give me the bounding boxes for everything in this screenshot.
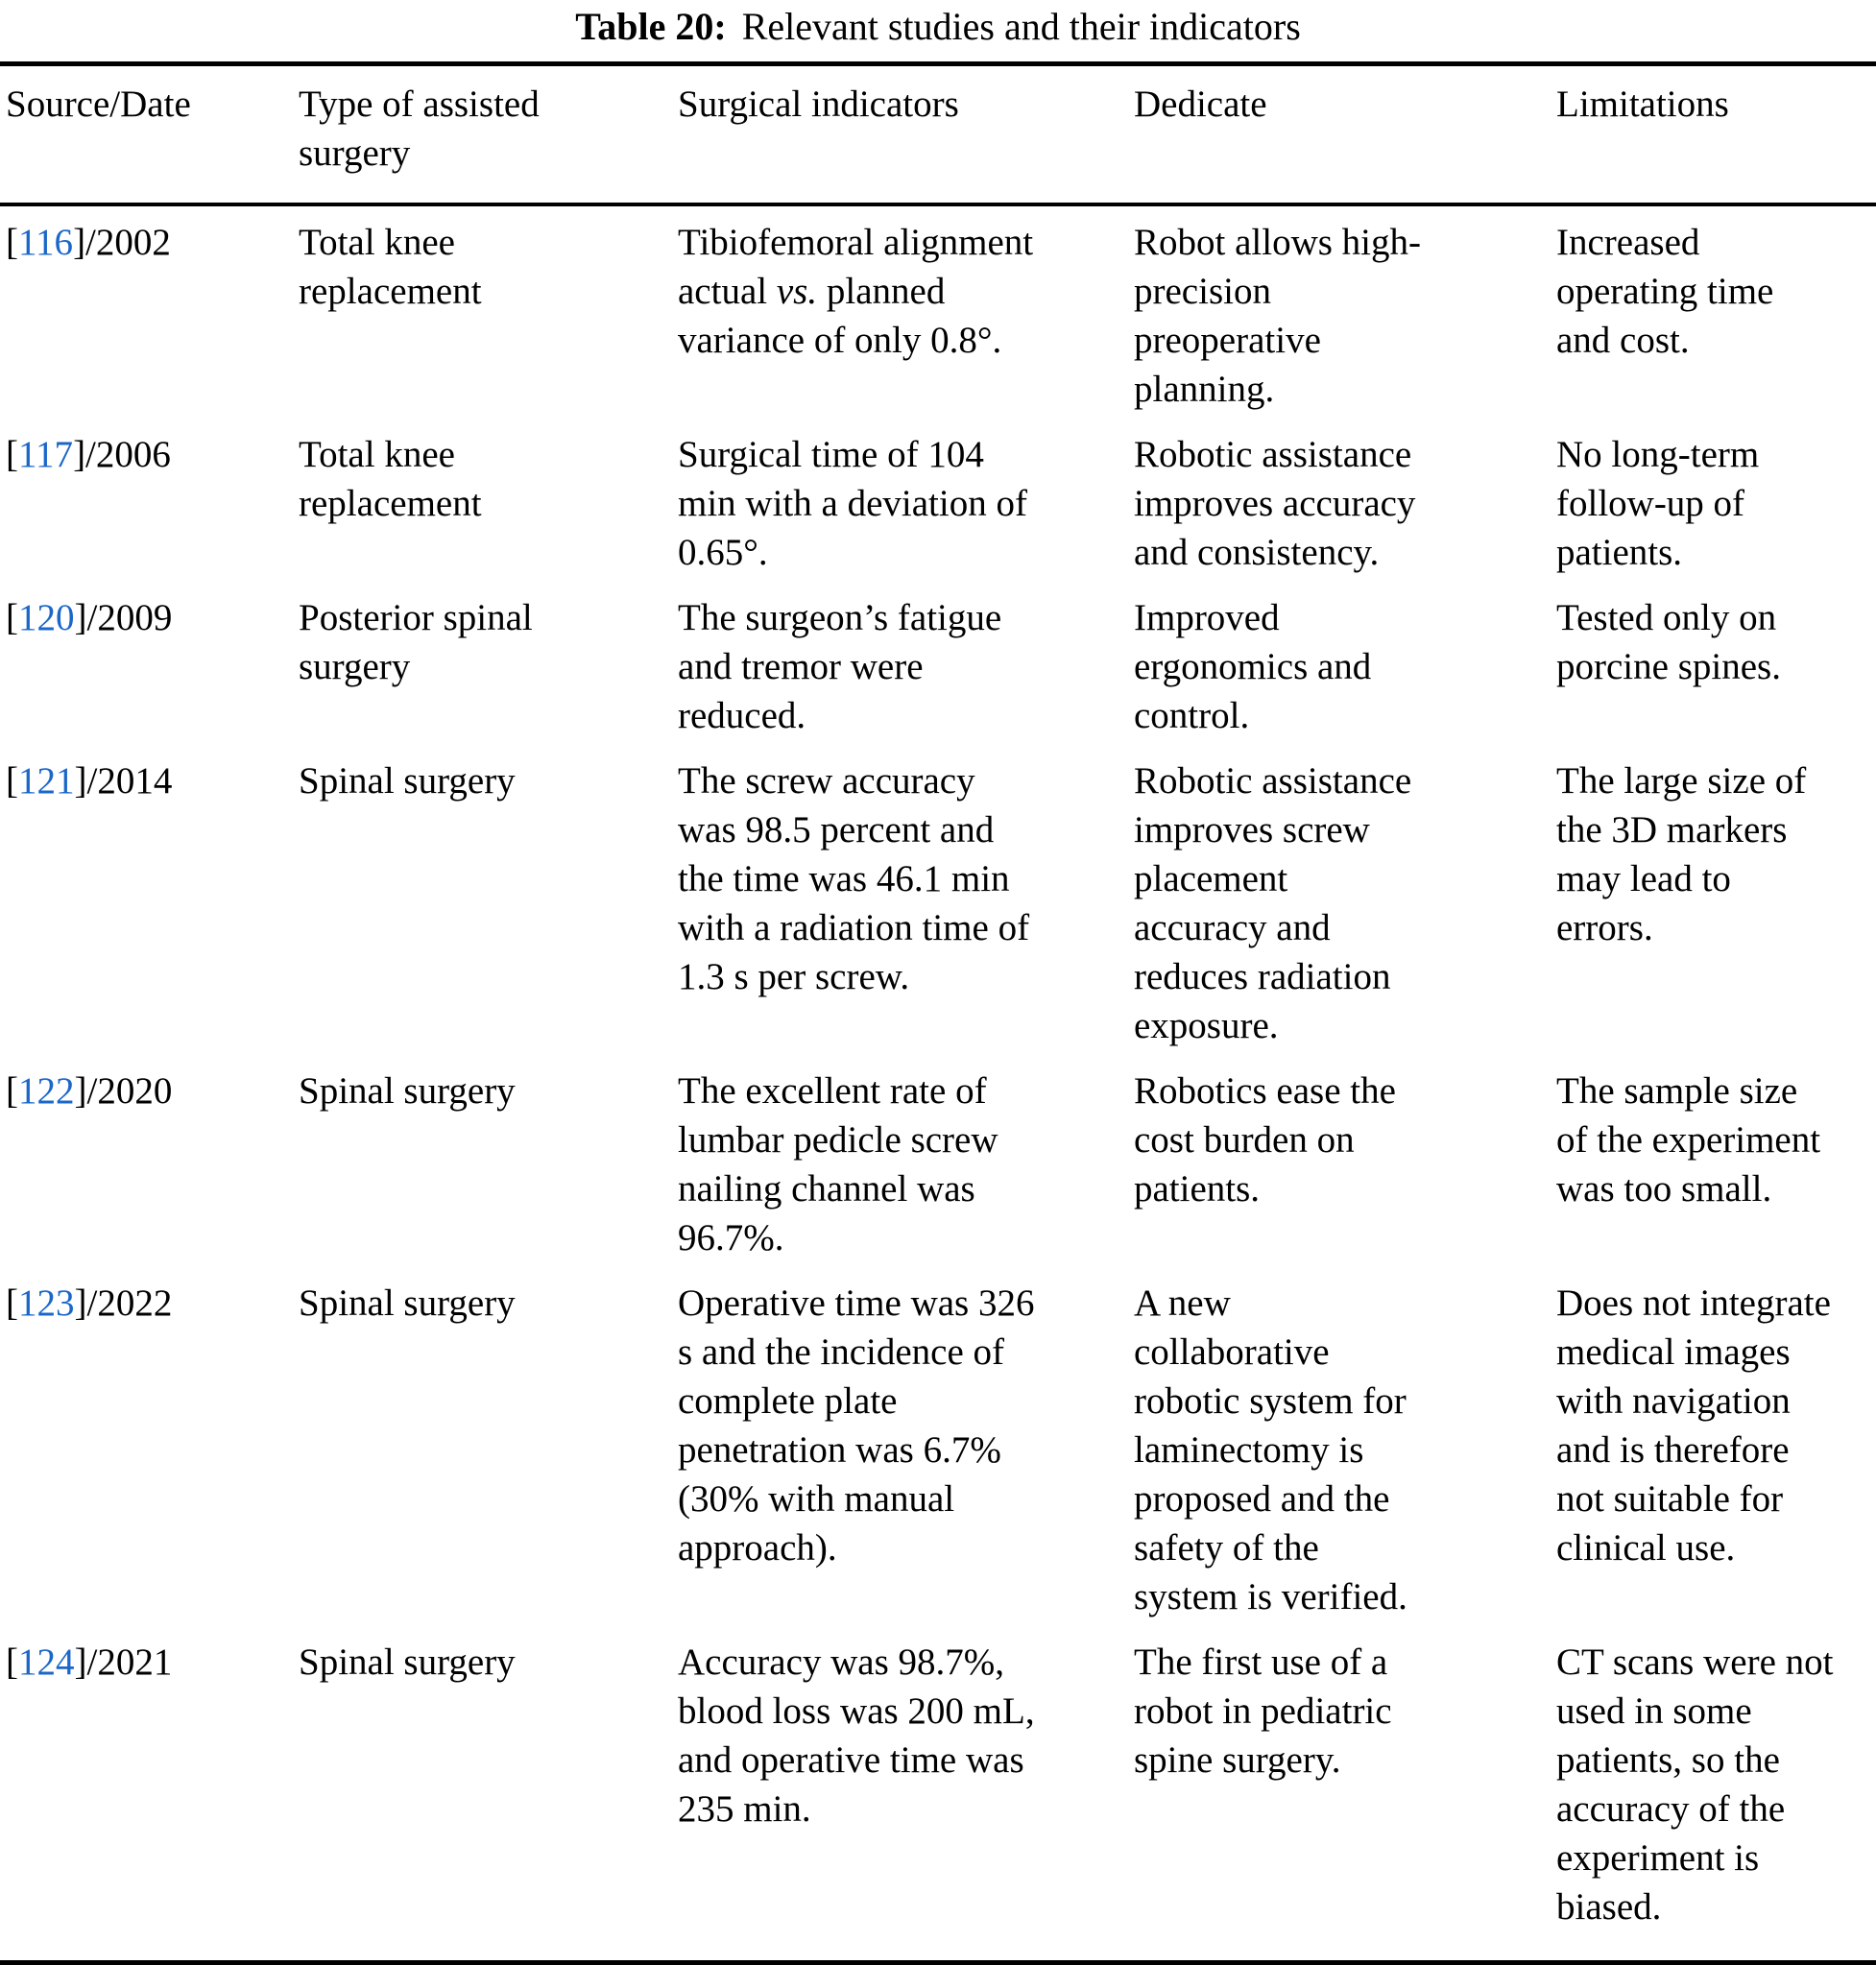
- table-row: [122]/2020 Spinal surgery The excellent …: [0, 1066, 1876, 1278]
- dedicate-cell: Robotic assistance improves screw placem…: [1134, 760, 1412, 1046]
- table-row: [116]/2002 Total knee replacement Tibiof…: [0, 204, 1876, 429]
- table-caption-label: Table 20:: [575, 5, 727, 48]
- table-row: [121]/2014 Spinal surgery The screw accu…: [0, 755, 1876, 1066]
- source-date-cell: [122]/2020: [0, 1066, 298, 1278]
- limitations-cell: No long-term follow-up of patients.: [1556, 434, 1760, 573]
- citation-link[interactable]: 124: [18, 1641, 75, 1683]
- citation-bracket: [: [6, 760, 18, 802]
- table-row: [123]/2022 Spinal surgery Operative time…: [0, 1278, 1876, 1637]
- citation-bracket: [: [6, 1641, 18, 1683]
- dedicate-cell: Improved ergonomics and control.: [1134, 597, 1372, 736]
- source-date-cell: [116]/2002: [0, 204, 298, 429]
- citation-link[interactable]: 123: [18, 1282, 75, 1324]
- surgery-type-cell: Spinal surgery: [299, 760, 516, 802]
- citation-bracket: [: [6, 1070, 18, 1112]
- surgery-type-cell: Total knee replacement: [299, 434, 482, 524]
- table-caption: Table 20: Relevant studies and their indi…: [0, 0, 1876, 50]
- source-date-text: ]/2014: [74, 760, 173, 802]
- limitations-cell: Tested only on porcine spines.: [1556, 597, 1781, 687]
- surgical-indicators-cell: The surgeon’s fatigue and tremor were re…: [678, 597, 1002, 736]
- source-date-cell: [121]/2014: [0, 755, 298, 1066]
- limitations-cell: The sample size of the experiment was to…: [1556, 1070, 1821, 1210]
- studies-table: Source/Date Type of assisted surgery Sur…: [0, 61, 1876, 1965]
- limitations-cell: The large size of the 3D markers may lea…: [1556, 760, 1807, 948]
- col-header-surgical-indicators: Surgical indicators: [677, 63, 1133, 206]
- surgery-type-cell: Spinal surgery: [299, 1641, 516, 1683]
- surgery-type-cell: Total knee replacement: [299, 222, 482, 312]
- citation-bracket: [: [6, 434, 18, 475]
- citation-link[interactable]: 121: [18, 760, 75, 802]
- italic-vs: vs.: [776, 271, 818, 312]
- source-date-cell: [120]/2009: [0, 592, 298, 755]
- surgical-indicators-cell: Operative time was 326 s and the inciden…: [678, 1282, 1035, 1569]
- table-caption-text: Relevant studies and their indicators: [741, 5, 1301, 48]
- citation-link[interactable]: 117: [18, 434, 74, 475]
- citation-link[interactable]: 116: [18, 222, 74, 263]
- surgical-indicators-cell: Tibiofemoral alignment actual vs. planne…: [678, 222, 1034, 361]
- col-header-surgery-type: Type of assisted surgery: [298, 63, 677, 206]
- table-row: [117]/2006 Total knee replacement Surgic…: [0, 429, 1876, 592]
- source-date-text: ]/2002: [73, 222, 171, 263]
- dedicate-cell: The first use of a robot in pediatric sp…: [1134, 1641, 1392, 1781]
- dedicate-cell: Robotics ease the cost burden on patient…: [1134, 1070, 1396, 1210]
- source-date-text: ]/2022: [74, 1282, 173, 1324]
- col-header-dedicate: Dedicate: [1133, 63, 1555, 206]
- dedicate-cell: Robotic assistance improves accuracy and…: [1134, 434, 1416, 573]
- limitations-cell: Does not integrate medical images with n…: [1556, 1282, 1831, 1569]
- table-row: [124]/2021 Spinal surgery Accuracy was 9…: [0, 1637, 1876, 1963]
- table-row: [120]/2009 Posterior spinal surgery The …: [0, 592, 1876, 755]
- col-header-limitations: Limitations: [1555, 63, 1876, 206]
- surgery-type-cell: Spinal surgery: [299, 1070, 516, 1112]
- surgery-type-cell: Posterior spinal surgery: [299, 597, 533, 687]
- surgical-indicators-cell: Accuracy was 98.7%, blood loss was 200 m…: [678, 1641, 1035, 1830]
- source-date-text: ]/2021: [74, 1641, 173, 1683]
- citation-link[interactable]: 122: [18, 1070, 75, 1112]
- limitations-cell: Increased operating time and cost.: [1556, 222, 1774, 361]
- surgery-type-cell: Spinal surgery: [299, 1282, 516, 1324]
- header-row: Source/Date Type of assisted surgery Sur…: [0, 63, 1876, 206]
- source-date-cell: [124]/2021: [0, 1637, 298, 1963]
- col-header-source-date: Source/Date: [0, 63, 298, 206]
- source-date-text: ]/2020: [74, 1070, 173, 1112]
- limitations-cell: CT scans were not used in some patients,…: [1556, 1641, 1834, 1928]
- citation-link[interactable]: 120: [18, 597, 75, 638]
- source-date-cell: [123]/2022: [0, 1278, 298, 1637]
- source-date-text: ]/2006: [73, 434, 171, 475]
- dedicate-cell: Robot allows high-precision preoperative…: [1134, 222, 1421, 410]
- citation-bracket: [: [6, 597, 18, 638]
- citation-bracket: [: [6, 222, 18, 263]
- source-date-cell: [117]/2006: [0, 429, 298, 592]
- surgical-indicators-cell: Surgical time of 104 min with a deviatio…: [678, 434, 1027, 573]
- citation-bracket: [: [6, 1282, 18, 1324]
- source-date-text: ]/2009: [74, 597, 173, 638]
- dedicate-cell: A new collaborative robotic system for l…: [1134, 1282, 1407, 1618]
- surgical-indicators-cell: The screw accuracy was 98.5 percent and …: [678, 760, 1030, 997]
- surgical-indicators-cell: The excellent rate of lumbar pedicle scr…: [678, 1070, 998, 1258]
